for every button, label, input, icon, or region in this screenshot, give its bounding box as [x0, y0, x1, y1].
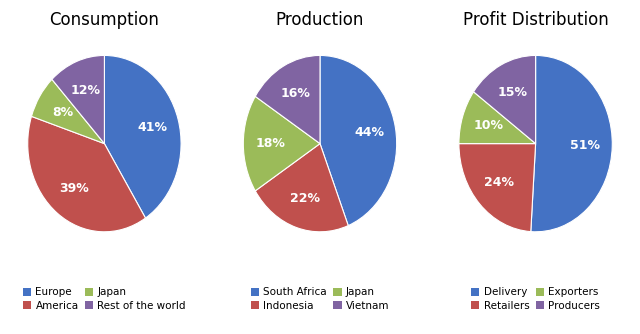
Wedge shape — [459, 92, 536, 144]
Text: 16%: 16% — [281, 87, 311, 100]
Text: 39%: 39% — [59, 182, 89, 195]
Wedge shape — [474, 55, 536, 144]
Wedge shape — [255, 55, 320, 144]
Text: 15%: 15% — [498, 86, 528, 99]
Title: Production: Production — [276, 11, 364, 29]
Wedge shape — [320, 55, 397, 225]
Legend: Europe, America, Japan, Rest of the world: Europe, America, Japan, Rest of the worl… — [19, 283, 190, 315]
Text: 12%: 12% — [71, 84, 101, 97]
Wedge shape — [459, 144, 536, 231]
Title: Profit Distribution: Profit Distribution — [463, 11, 609, 29]
Text: 8%: 8% — [52, 107, 73, 120]
Text: 24%: 24% — [484, 176, 515, 189]
Wedge shape — [52, 55, 104, 144]
Text: 44%: 44% — [354, 126, 384, 139]
Text: 22%: 22% — [289, 192, 319, 205]
Wedge shape — [28, 116, 145, 232]
Wedge shape — [243, 97, 320, 191]
Legend: South Africa, Indonesia, Japan, Vietnam: South Africa, Indonesia, Japan, Vietnam — [246, 283, 394, 315]
Wedge shape — [255, 144, 348, 232]
Wedge shape — [104, 55, 181, 218]
Text: 10%: 10% — [473, 120, 503, 132]
Legend: Delivery, Retailers, Exporters, Producers: Delivery, Retailers, Exporters, Producer… — [467, 283, 604, 315]
Title: Consumption: Consumption — [49, 11, 159, 29]
Wedge shape — [31, 79, 104, 144]
Text: 18%: 18% — [255, 137, 285, 150]
Text: 51%: 51% — [570, 139, 600, 152]
Wedge shape — [531, 55, 612, 232]
Text: 41%: 41% — [137, 121, 167, 134]
